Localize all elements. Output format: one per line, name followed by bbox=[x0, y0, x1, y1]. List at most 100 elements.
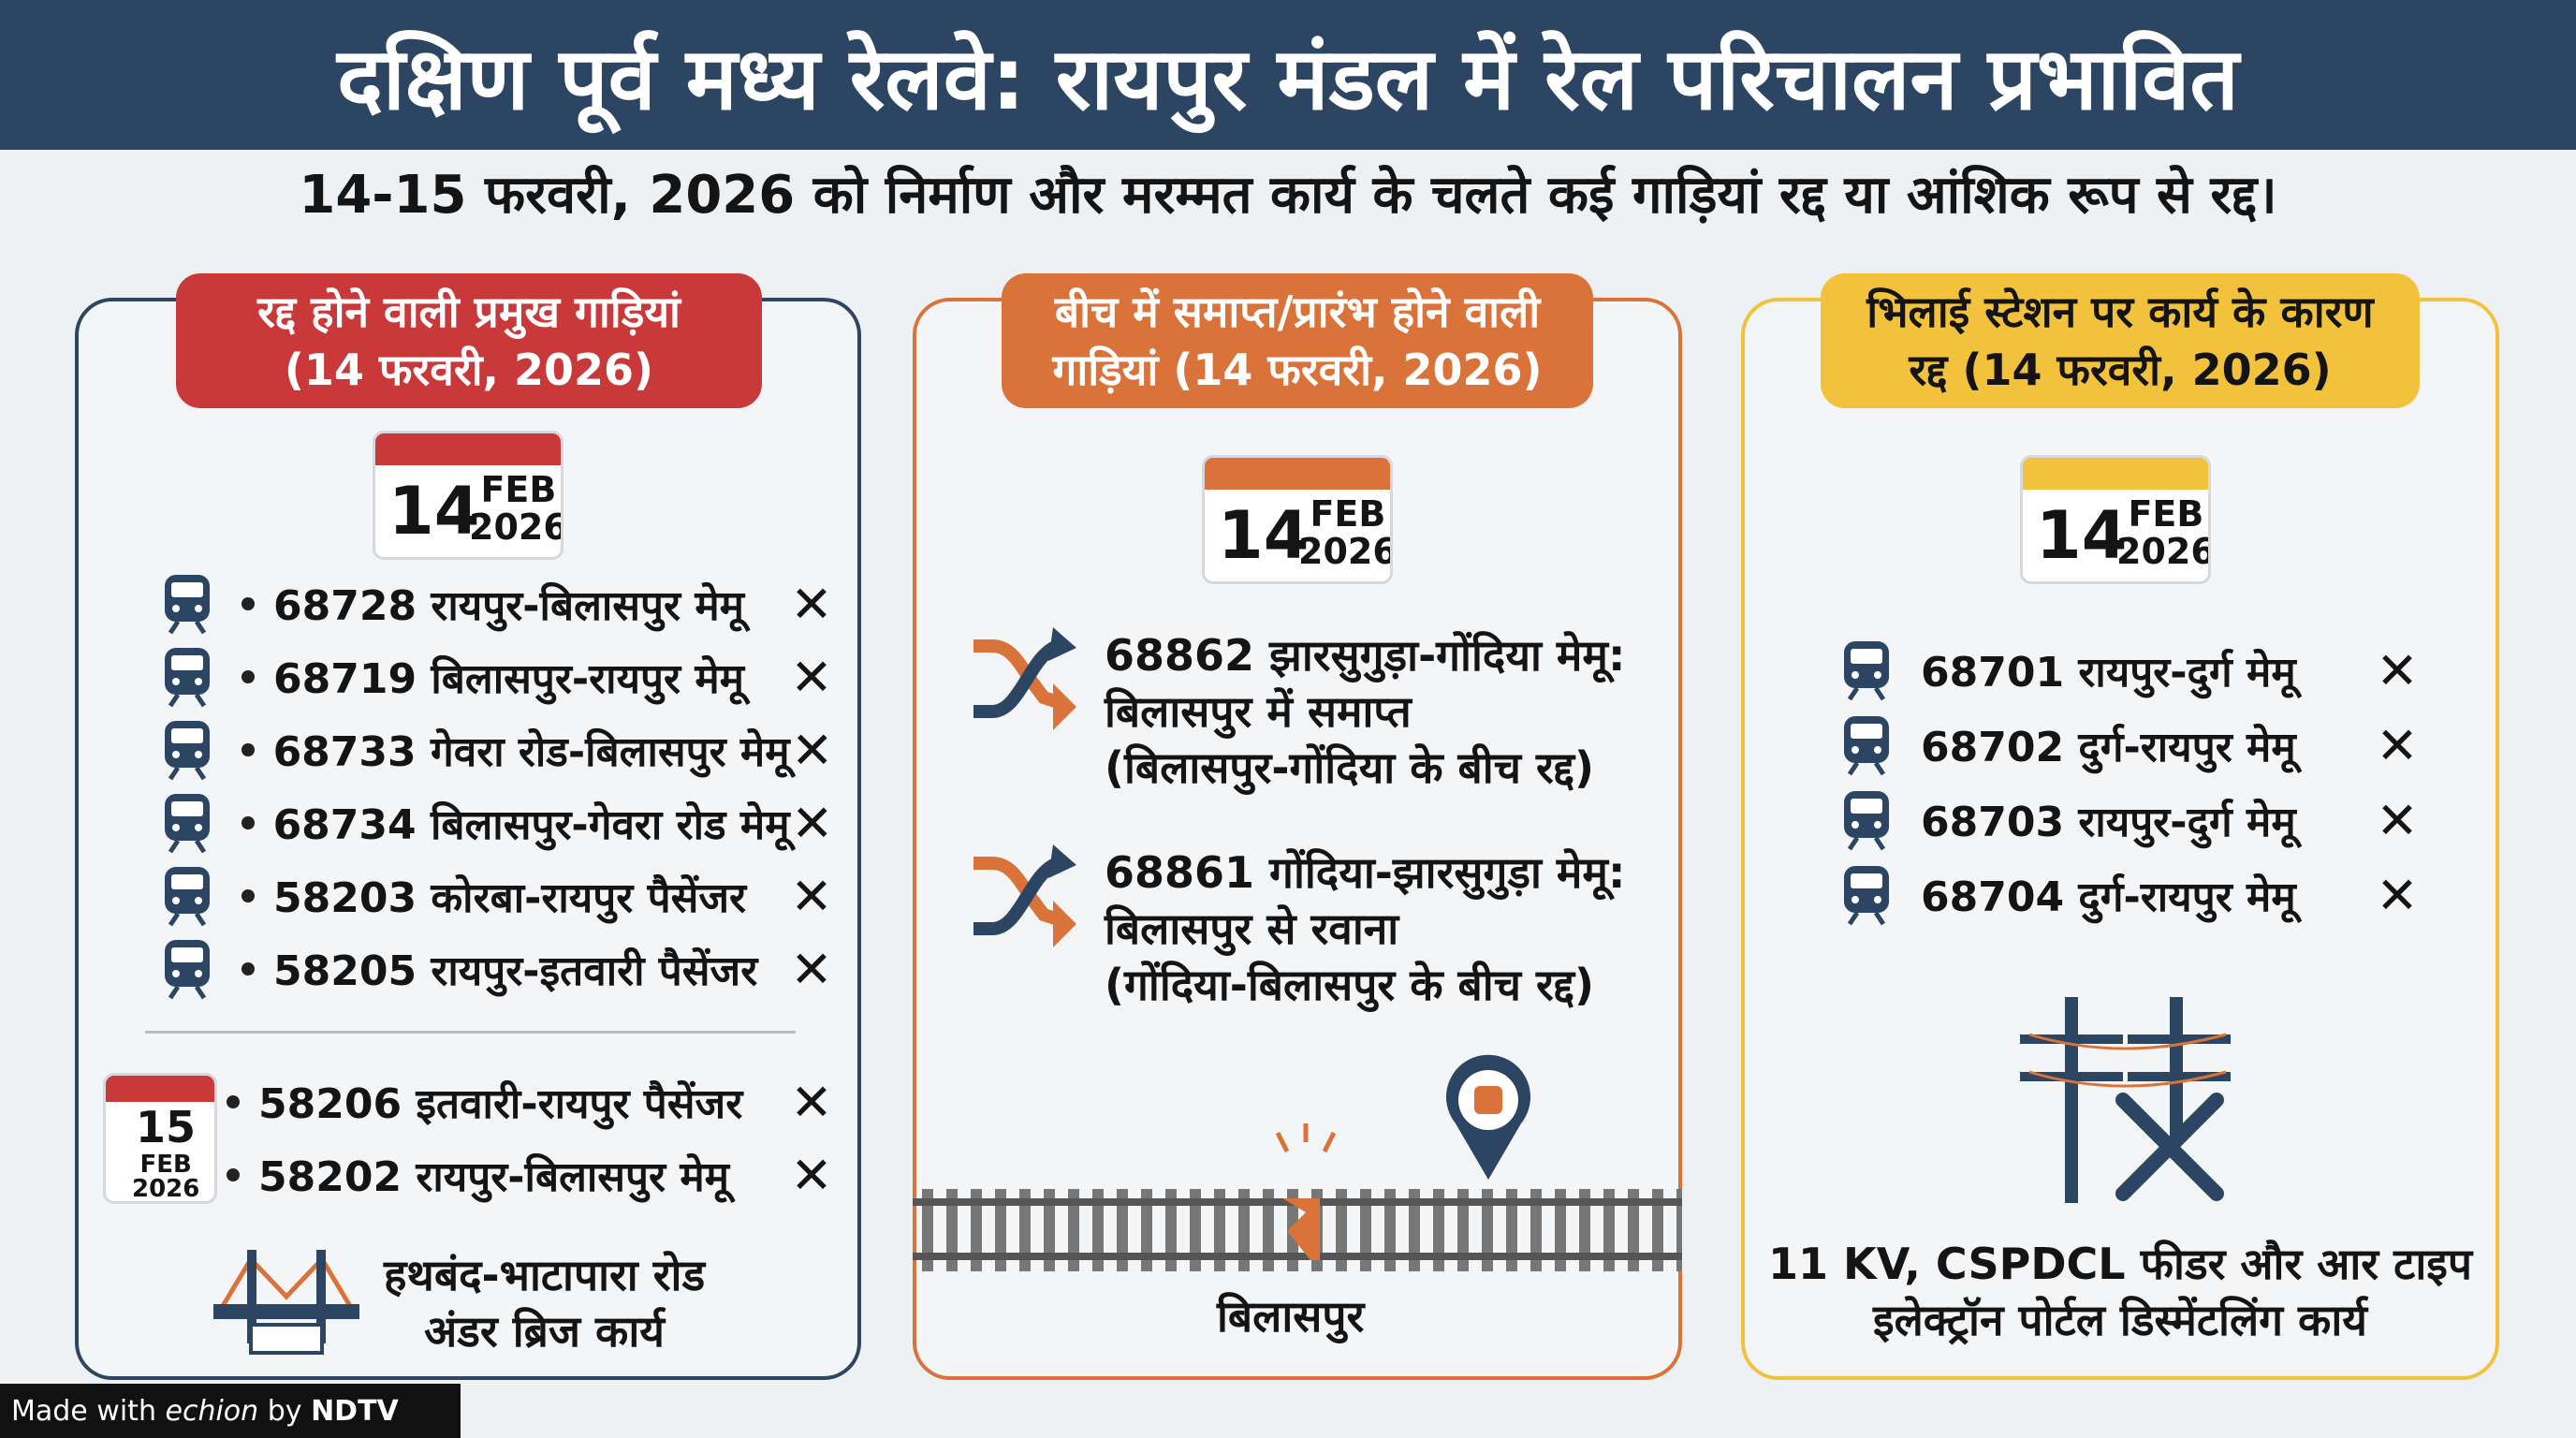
track-tie bbox=[1336, 1189, 1347, 1271]
train-name: 58202 रायपुर-बिलासपुर मेमू bbox=[258, 1153, 729, 1201]
right-heading: भिलाई स्टेशन पर कार्य के कारण रद्द (14 फर… bbox=[1821, 273, 2420, 408]
middle-heading: बीच में समाप्त/प्रारंभ होने वाली गाड़ियां… bbox=[1002, 273, 1593, 408]
cal-day: 14 bbox=[2036, 497, 2128, 574]
track-tie bbox=[1628, 1189, 1639, 1271]
train-name: 58205 रायपुर-इतवारी पैसेंजर bbox=[273, 947, 758, 995]
bridge-icon bbox=[213, 1250, 359, 1355]
track-tie bbox=[1433, 1189, 1444, 1271]
cal-month-year: FEB 2026 bbox=[1298, 493, 1393, 572]
track-tie bbox=[1676, 1189, 1682, 1271]
electrical-work-text: 11 KV, CSPDCL फीडर और आर टाइप इलेक्ट्रॉन … bbox=[1768, 1239, 2472, 1345]
track-tie bbox=[1384, 1189, 1396, 1271]
train-row: 58206 इतवारी-रायपुर पैसेंजर ✕ bbox=[227, 1065, 835, 1138]
cal-day: 14 bbox=[388, 473, 480, 550]
cancelled-x-icon: ✕ bbox=[790, 574, 833, 634]
track-tie bbox=[1409, 1189, 1420, 1271]
track-tie bbox=[1238, 1189, 1250, 1271]
train-icon bbox=[161, 865, 213, 927]
train-icon bbox=[161, 938, 213, 1000]
cancelled-x-icon: ✕ bbox=[790, 1145, 833, 1205]
heading-line: (14 फरवरी, 2026) bbox=[284, 345, 654, 395]
train-icon bbox=[161, 573, 213, 635]
track-tie bbox=[1652, 1189, 1663, 1271]
track-tie bbox=[1555, 1189, 1566, 1271]
track-tie bbox=[1092, 1189, 1104, 1271]
train-row: 68701 रायपुर-दुर्ग मेमू ✕ bbox=[1840, 633, 2421, 708]
track-tie bbox=[1068, 1189, 1079, 1271]
train-name: 58203 कोरबा-रायपुर पैसेंजर bbox=[273, 874, 746, 922]
bhilai-train-list: 68701 रायपुर-दुर्ग मेमू ✕ 68702 दुर्ग-रायप… bbox=[1840, 633, 2421, 932]
track-tie bbox=[1603, 1189, 1615, 1271]
train-row: 58205 रायपुर-इतवारी पैसेंजर ✕ bbox=[161, 932, 835, 1005]
train-row: 68733 गेवरा रोड-बिलासपुर मेमू ✕ bbox=[161, 713, 835, 786]
track-tie bbox=[1506, 1189, 1517, 1271]
train-row: 68734 बिलासपुर-गेवरा रोड मेमू ✕ bbox=[161, 786, 835, 859]
track-tie bbox=[1141, 1189, 1152, 1271]
calendar-icon: 15 FEB 2026 bbox=[103, 1073, 217, 1204]
bullet bbox=[227, 1168, 240, 1181]
train-name: 68734 बिलासपुर-गेवरा रोड मेमू bbox=[272, 801, 790, 849]
train-row: 58203 कोरबा-रायपुर पैसेंजर ✕ bbox=[161, 859, 835, 932]
track-tie bbox=[1019, 1189, 1031, 1271]
train-name: 68702 दुर्ग-रायपुर मेमू bbox=[1921, 724, 2296, 771]
cancelled-train-list-15: 58206 इतवारी-रायपुर पैसेंजर ✕ 58202 रायपुर… bbox=[227, 1065, 835, 1211]
train-icon bbox=[161, 719, 213, 781]
cancelled-x-icon: ✕ bbox=[2376, 790, 2419, 850]
train-name: 68733 गेवरा रोड-बिलासपुर मेमू bbox=[272, 728, 790, 776]
train-name: 68701 रायपुर-दुर्ग मेमू bbox=[1921, 649, 2296, 697]
track-tie bbox=[922, 1189, 933, 1271]
heading-line: रद्द होने वाली प्रमुख गाड़ियां bbox=[257, 286, 681, 337]
train-row: 68728 रायपुर-बिलासपुर मेमू ✕ bbox=[161, 567, 835, 640]
cancelled-x-icon: ✕ bbox=[790, 866, 833, 926]
train-row: 68703 रायपुर-दुर्ग मेमू ✕ bbox=[1840, 783, 2421, 858]
bullet bbox=[242, 816, 255, 829]
station-label: बिलासपुर bbox=[1217, 1291, 1365, 1342]
cal-day: 15 bbox=[136, 1102, 197, 1152]
train-name: 58206 इतवारी-रायपुर पैसेंजर bbox=[258, 1080, 743, 1128]
diverted-text-line: (गोंदिया-बिलासपुर के बीच रद्द) bbox=[1105, 960, 1595, 1010]
train-icon bbox=[161, 646, 213, 708]
bullet bbox=[242, 889, 255, 902]
calendar-icon: 14 FEB 2026 bbox=[1202, 455, 1393, 584]
track-tie bbox=[995, 1189, 1006, 1271]
train-name: 68704 दुर्ग-रायपुर मेमू bbox=[1921, 873, 2296, 921]
shuffle-icon bbox=[973, 627, 1076, 730]
diverted-train-item: 68861 गोंदिया-झारसुगुड़ा मेमू: बिलासपुर स… bbox=[973, 844, 1625, 1013]
train-icon bbox=[1840, 789, 1893, 851]
train-row: 68719 बिलासपुर-रायपुर मेमू ✕ bbox=[161, 640, 835, 713]
cancelled-x-icon: ✕ bbox=[791, 720, 834, 780]
track-tie bbox=[1117, 1189, 1128, 1271]
track-tie bbox=[1482, 1189, 1493, 1271]
train-icon bbox=[1840, 864, 1893, 926]
bullet bbox=[242, 670, 255, 683]
cal-day: 14 bbox=[1218, 497, 1310, 574]
power-pole-tools-icon bbox=[2020, 997, 2231, 1203]
subtitle: 14-15 फरवरी, 2026 को निर्माण और मरम्मत क… bbox=[299, 165, 2277, 226]
cancelled-x-icon: ✕ bbox=[790, 1072, 833, 1132]
track-tie bbox=[1190, 1189, 1201, 1271]
railway-track-icon bbox=[913, 1054, 1682, 1271]
train-row: 68704 दुर्ग-रायपुर मेमू ✕ bbox=[1840, 858, 2421, 932]
cancelled-x-icon: ✕ bbox=[790, 647, 833, 707]
divider bbox=[145, 1031, 796, 1034]
header-bar: दक्षिण पूर्व मध्य रेलवे: रायपुर मंडल में… bbox=[0, 0, 2576, 150]
bullet bbox=[242, 597, 255, 610]
cal-month-year: FEB 2026 bbox=[132, 1151, 200, 1203]
train-name: 68719 बिलासपुर-रायपुर मेमू bbox=[273, 655, 744, 703]
cancelled-x-icon: ✕ bbox=[790, 939, 833, 999]
track-tie bbox=[946, 1189, 958, 1271]
bullet bbox=[242, 962, 255, 976]
bullet bbox=[242, 743, 255, 756]
calendar-icon: 14 FEB 2026 bbox=[2020, 455, 2211, 584]
cancelled-x-icon: ✕ bbox=[2376, 640, 2419, 700]
train-icon bbox=[161, 792, 213, 854]
train-row: 58202 रायपुर-बिलासपुर मेमू ✕ bbox=[227, 1138, 835, 1211]
track-tie bbox=[1530, 1189, 1542, 1271]
track-tie bbox=[1044, 1189, 1055, 1271]
diverted-text-line: बिलासपुर में समाप्त bbox=[1105, 686, 1412, 737]
train-row: 68702 दुर्ग-रायपुर मेमू ✕ bbox=[1840, 708, 2421, 783]
cal-month-year: FEB 2026 bbox=[469, 469, 564, 548]
footer-badge[interactable]: Made with echion by NDTV bbox=[0, 1384, 461, 1438]
train-name: 68728 रायपुर-बिलासपुर मेमू bbox=[273, 582, 744, 630]
cancelled-x-icon: ✕ bbox=[791, 793, 834, 853]
